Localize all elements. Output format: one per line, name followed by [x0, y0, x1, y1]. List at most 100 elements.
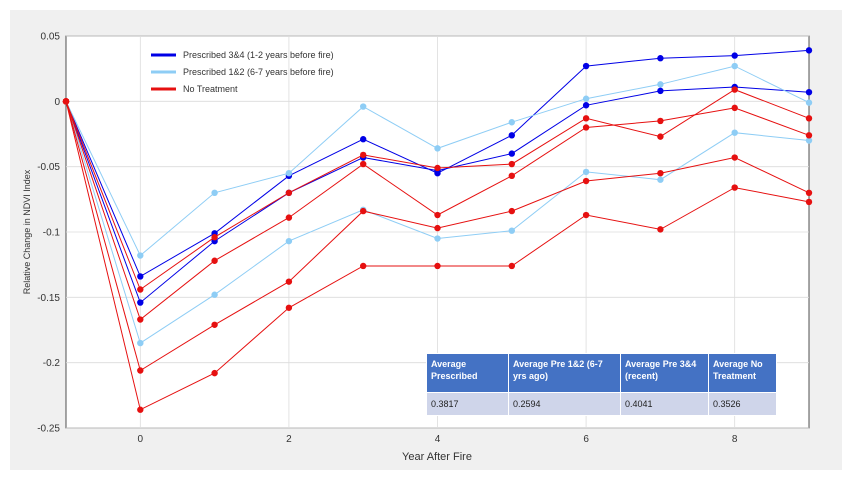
data-point	[805, 132, 813, 139]
data-point	[805, 189, 813, 196]
data-point	[657, 87, 664, 95]
summary-value-average-pre-1-2: 0.2594	[508, 392, 621, 416]
data-point	[582, 124, 590, 131]
data-point	[508, 119, 515, 126]
legend: Prescribed 3&4 (1-2 years before fire) Pr…	[151, 50, 334, 94]
data-point	[508, 207, 515, 215]
summary-table: Average Prescribed Average Pre 1&2 (6-7 …	[426, 353, 777, 416]
data-point	[62, 98, 70, 105]
data-point	[805, 115, 813, 122]
data-point	[434, 145, 441, 152]
x-tick-label: 2	[286, 434, 292, 445]
series-lines	[62, 47, 813, 413]
x-tick-label: 0	[138, 434, 144, 445]
legend-label: No Treatment	[183, 84, 238, 94]
data-point	[508, 262, 515, 270]
data-point	[360, 151, 367, 159]
axis-ticks: 0 2 4 6 8 0.05 0 -0.05 -0.1 -0.15 -0.2 -0.25	[37, 32, 738, 446]
y-tick-label: 0.05	[41, 32, 61, 43]
data-point	[731, 184, 738, 191]
summary-table-value-row: 0.3817 0.2594 0.4041 0.3526	[426, 392, 777, 416]
data-point	[137, 406, 144, 413]
data-point	[582, 115, 590, 122]
data-point	[285, 278, 293, 285]
data-point	[434, 224, 441, 232]
x-axis-title: Year After Fire	[402, 451, 472, 463]
data-point	[508, 172, 515, 180]
y-tick-label: -0.25	[37, 424, 60, 435]
data-point	[211, 291, 218, 298]
data-point	[805, 137, 813, 144]
summary-header-average-pre-3-4: Average Pre 3&4 (recent)	[620, 353, 709, 393]
data-point	[582, 168, 590, 176]
data-point	[657, 81, 664, 88]
summary-value-average-prescribed: 0.3817	[426, 392, 509, 416]
data-point	[508, 150, 515, 157]
summary-header-average-pre-1-2: Average Pre 1&2 (6-7 yrs ago)	[508, 353, 621, 393]
data-point	[657, 133, 664, 140]
data-point	[434, 211, 441, 219]
summary-header-average-prescribed: Average Prescribed	[426, 353, 509, 393]
data-point	[137, 367, 144, 374]
data-point	[211, 234, 218, 241]
data-point	[360, 160, 367, 168]
y-tick-label: -0.05	[37, 162, 60, 173]
summary-table-header-row: Average Prescribed Average Pre 1&2 (6-7 …	[426, 353, 777, 393]
data-point	[582, 62, 590, 70]
data-point	[360, 207, 367, 215]
legend-label: Prescribed 3&4 (1-2 years before fire)	[183, 50, 334, 60]
summary-value-average-pre-3-4: 0.4041	[620, 392, 709, 416]
data-point	[434, 262, 441, 270]
data-point	[805, 88, 813, 96]
data-point	[731, 154, 738, 161]
data-point	[360, 103, 367, 110]
data-point	[731, 129, 738, 136]
data-point	[805, 198, 813, 206]
data-point	[582, 211, 590, 219]
data-point	[137, 286, 144, 293]
data-point	[731, 104, 738, 112]
y-tick-label: -0.15	[37, 293, 60, 304]
data-point	[137, 316, 144, 323]
data-point	[211, 321, 218, 328]
y-tick-label: -0.2	[43, 358, 61, 369]
y-axis-title: Relative Change in NDVI Index	[22, 169, 32, 294]
data-point	[582, 95, 590, 102]
legend-label: Prescribed 1&2 (6-7 years before fire)	[183, 67, 334, 77]
data-point	[805, 99, 813, 106]
data-point	[582, 177, 590, 185]
data-point	[582, 102, 590, 109]
data-point	[805, 47, 813, 54]
data-point	[137, 339, 144, 347]
x-tick-label: 8	[732, 434, 738, 445]
data-point	[731, 62, 738, 70]
x-tick-label: 6	[583, 434, 589, 445]
data-point	[508, 227, 515, 234]
data-point	[508, 160, 515, 168]
data-point	[657, 176, 664, 183]
data-point	[657, 55, 664, 62]
data-point	[285, 304, 293, 311]
data-point	[137, 252, 144, 259]
data-point	[657, 170, 664, 177]
data-point	[211, 189, 218, 196]
data-point	[285, 189, 293, 196]
data-point	[434, 235, 441, 242]
data-point	[657, 117, 664, 125]
data-point	[657, 226, 664, 233]
data-point	[285, 237, 293, 245]
data-point	[360, 262, 367, 270]
data-point	[211, 369, 218, 377]
summary-header-average-no-treatment: Average No Treatment	[708, 353, 777, 393]
y-tick-label: 0	[54, 97, 60, 108]
data-point	[731, 52, 738, 59]
data-point	[731, 86, 738, 93]
y-tick-label: -0.1	[43, 228, 61, 239]
data-point	[211, 257, 218, 264]
summary-value-average-no-treatment: 0.3526	[708, 392, 777, 416]
x-tick-label: 4	[435, 434, 441, 445]
data-point	[360, 136, 367, 143]
data-point	[434, 164, 441, 172]
data-point	[137, 273, 144, 280]
data-point	[285, 170, 293, 177]
